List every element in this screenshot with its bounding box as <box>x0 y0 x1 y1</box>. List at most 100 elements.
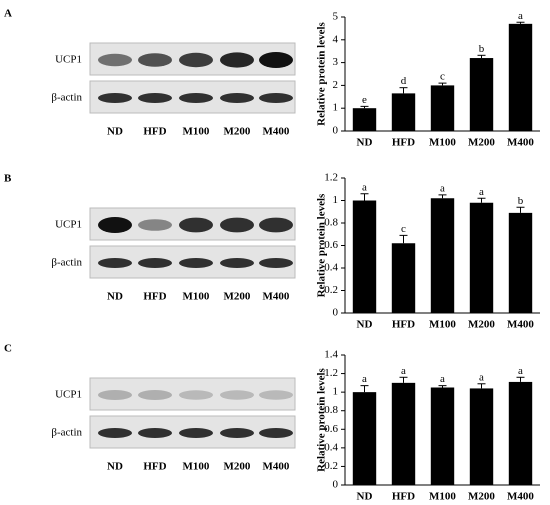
blot-band <box>138 428 172 438</box>
blot-band <box>259 93 293 103</box>
y-tick-label: 0.4 <box>324 441 338 453</box>
significance-letter: a <box>518 365 523 377</box>
bar <box>352 108 377 131</box>
blot-band <box>179 52 213 68</box>
x-tick-label: M200 <box>468 137 495 149</box>
blot-row-label: UCP1 <box>55 389 82 401</box>
blot-row-label: UCP1 <box>55 54 82 66</box>
panel-label: C <box>4 343 12 355</box>
significance-letter: a <box>362 373 367 385</box>
bar <box>352 200 377 313</box>
significance-letter: a <box>440 182 445 194</box>
y-tick-label: 0.2 <box>324 284 338 296</box>
bar <box>391 382 416 485</box>
significance-letter: c <box>440 71 445 83</box>
y-tick-label: 4 <box>333 33 339 45</box>
y-tick-label: 0 <box>333 125 339 137</box>
blot-lane-label: ND <box>107 126 123 138</box>
y-axis-label: Relative protein levels <box>316 21 328 125</box>
blot-lane-label: M200 <box>224 291 251 303</box>
blot-lane-label: HFD <box>143 291 166 303</box>
y-tick-label: 0.4 <box>324 262 338 274</box>
x-tick-label: HFD <box>392 491 415 503</box>
x-tick-label: M200 <box>468 319 495 331</box>
blot-band <box>138 219 172 231</box>
bar <box>352 392 377 485</box>
x-tick-label: ND <box>357 491 373 503</box>
blot-lane-label: ND <box>107 291 123 303</box>
blot-lane-label: M400 <box>263 126 290 138</box>
x-tick-label: M100 <box>429 491 456 503</box>
significance-letter: a <box>479 371 484 383</box>
y-tick-label: 5 <box>333 11 339 23</box>
x-tick-label: ND <box>357 319 373 331</box>
blot-band <box>220 217 254 233</box>
blot-band <box>138 53 172 67</box>
blot-row-label: UCP1 <box>55 219 82 231</box>
x-tick-label: M400 <box>507 319 534 331</box>
x-tick-label: M100 <box>429 137 456 149</box>
blot-band <box>179 428 213 438</box>
blot-band <box>98 390 132 400</box>
significance-letter: c <box>401 223 406 235</box>
blot-lane-label: M200 <box>224 461 251 473</box>
y-tick-label: 1 <box>333 102 339 114</box>
blot-band <box>98 53 132 67</box>
blot-band <box>98 93 132 103</box>
blot-band <box>179 93 213 103</box>
y-tick-label: 1.4 <box>324 349 338 361</box>
y-axis-label: Relative protein levels <box>316 367 328 471</box>
blot-box <box>89 377 296 411</box>
blot-row-label: β-actin <box>51 257 82 269</box>
significance-letter: a <box>518 10 523 22</box>
blot-lane-label: M200 <box>224 126 251 138</box>
significance-letter: a <box>479 186 484 198</box>
blot-lane-label: HFD <box>143 126 166 138</box>
blot-band <box>259 258 293 268</box>
bar <box>508 381 533 485</box>
significance-letter: a <box>362 181 367 193</box>
blot-band <box>220 52 254 68</box>
significance-letter: e <box>362 94 367 106</box>
blot-band <box>138 258 172 268</box>
y-tick-label: 0 <box>333 479 339 491</box>
blot-lane-label: M100 <box>183 291 210 303</box>
blot-band <box>220 428 254 438</box>
y-tick-label: 0 <box>333 307 339 319</box>
y-tick-label: 0.8 <box>324 217 338 229</box>
bar <box>508 212 533 313</box>
blot-band <box>98 428 132 438</box>
blot-band <box>220 258 254 268</box>
x-tick-label: M400 <box>507 491 534 503</box>
significance-letter: b <box>518 195 524 207</box>
bar <box>469 388 494 485</box>
y-tick-label: 1.2 <box>324 367 338 379</box>
y-tick-label: 0.2 <box>324 460 338 472</box>
x-tick-label: M200 <box>468 491 495 503</box>
y-tick-label: 0.6 <box>324 423 338 435</box>
significance-letter: a <box>440 373 445 385</box>
x-tick-label: ND <box>357 137 373 149</box>
y-tick-label: 0.6 <box>324 239 338 251</box>
x-tick-label: M100 <box>429 319 456 331</box>
bar <box>469 202 494 313</box>
y-tick-label: 1 <box>333 386 339 398</box>
blot-lane-label: M400 <box>263 291 290 303</box>
bar <box>430 387 455 485</box>
x-tick-label: HFD <box>392 319 415 331</box>
blot-band <box>220 390 254 400</box>
bar <box>508 23 533 132</box>
y-tick-label: 0.8 <box>324 404 338 416</box>
bar <box>391 93 416 131</box>
blot-lane-label: HFD <box>143 461 166 473</box>
x-tick-label: M400 <box>507 137 534 149</box>
blot-band <box>138 93 172 103</box>
blot-lane-label: M100 <box>183 461 210 473</box>
blot-band <box>220 93 254 103</box>
significance-letter: a <box>401 365 406 377</box>
significance-letter: b <box>479 43 485 55</box>
bar <box>430 198 455 313</box>
x-tick-label: HFD <box>392 137 415 149</box>
blot-band <box>259 52 293 68</box>
